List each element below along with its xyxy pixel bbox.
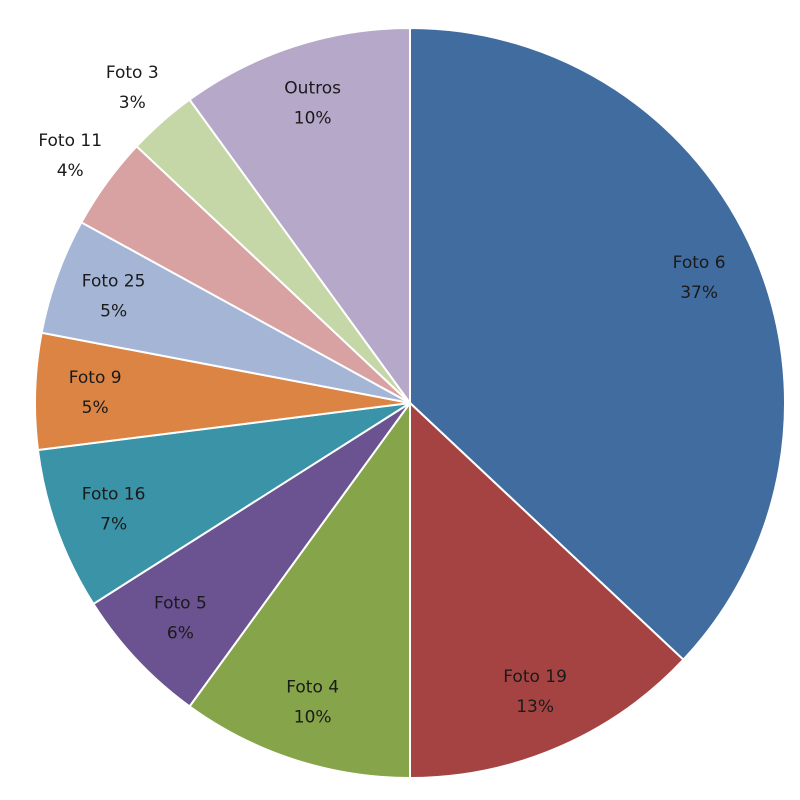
slice-value-label: 37%	[680, 283, 718, 303]
slice-value-label: 4%	[57, 161, 84, 181]
slice-label: Foto 6	[673, 253, 726, 273]
slice-label: Foto 16	[82, 485, 146, 505]
slice-value-label: 7%	[100, 515, 127, 535]
pie-slice	[409, 26, 786, 662]
slice-value-label: 5%	[82, 398, 109, 418]
slice-value-label: 10%	[294, 108, 332, 128]
slice-value-label: 13%	[516, 697, 554, 717]
slice-label: Foto 4	[286, 678, 339, 698]
slice-label: Foto 19	[503, 667, 567, 687]
pie-slice	[409, 400, 685, 780]
slice-label: Foto 11	[38, 131, 102, 151]
pie-slice	[91, 402, 411, 708]
slice-label: Foto 9	[69, 368, 122, 388]
slice-value-label: 3%	[119, 93, 146, 113]
slice-label: Foto 25	[82, 271, 146, 291]
slice-value-label: 6%	[167, 624, 194, 644]
slice-label: Foto 5	[154, 594, 207, 614]
pie-slice	[188, 399, 411, 780]
pie-slice	[188, 26, 411, 407]
slice-label: Foto 3	[106, 63, 159, 83]
slice-label: Outros	[284, 78, 341, 98]
slice-value-label: 10%	[294, 708, 332, 728]
slice-value-label: 5%	[100, 301, 127, 321]
pie-slice	[36, 402, 411, 606]
